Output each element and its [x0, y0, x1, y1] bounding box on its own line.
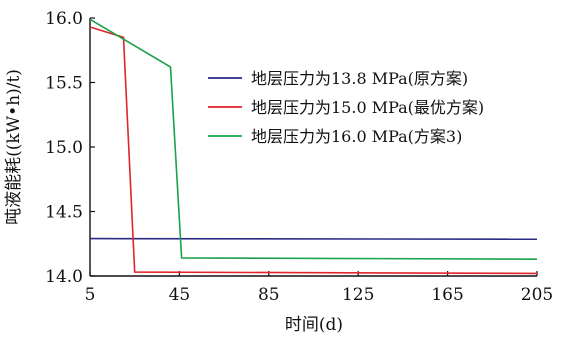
- y-tick-label: 14.5: [45, 203, 83, 223]
- y-axis-title: 吨液能耗((kW•h)/t): [4, 69, 24, 225]
- legend-label-2: 地层压力为15.0 MPa(最优方案): [251, 98, 484, 117]
- x-tick-label: 125: [342, 285, 374, 305]
- series-line-3: [89, 18, 538, 261]
- legend-label-1: 地层压力为13.8 MPa(原方案): [251, 69, 468, 88]
- x-tick-label: 45: [169, 285, 191, 305]
- x-axis-title: 时间(d): [285, 315, 343, 335]
- series-line-1: [89, 237, 538, 240]
- series-lines: [89, 18, 538, 275]
- y-tick-label: 16.0: [45, 9, 83, 29]
- legend: 地层压力为13.8 MPa(原方案) 地层压力为15.0 MPa(最优方案) 地层压…: [208, 69, 484, 146]
- legend-label-3: 地层压力为16.0 MPa(方案3): [251, 127, 462, 146]
- axes: 5 45 85 125 165 205 14.0 14.5 15.0 15.5 16.0: [45, 9, 553, 305]
- x-tick-label: 85: [258, 285, 280, 305]
- x-tick-label: 165: [431, 285, 463, 305]
- y-tick-label: 15.5: [45, 74, 83, 94]
- x-tick-label: 205: [521, 285, 553, 305]
- series-line-2: [89, 26, 538, 275]
- y-tick-label: 15.0: [45, 138, 83, 158]
- y-tick-label: 14.0: [45, 267, 83, 287]
- x-tick-label: 5: [85, 285, 96, 305]
